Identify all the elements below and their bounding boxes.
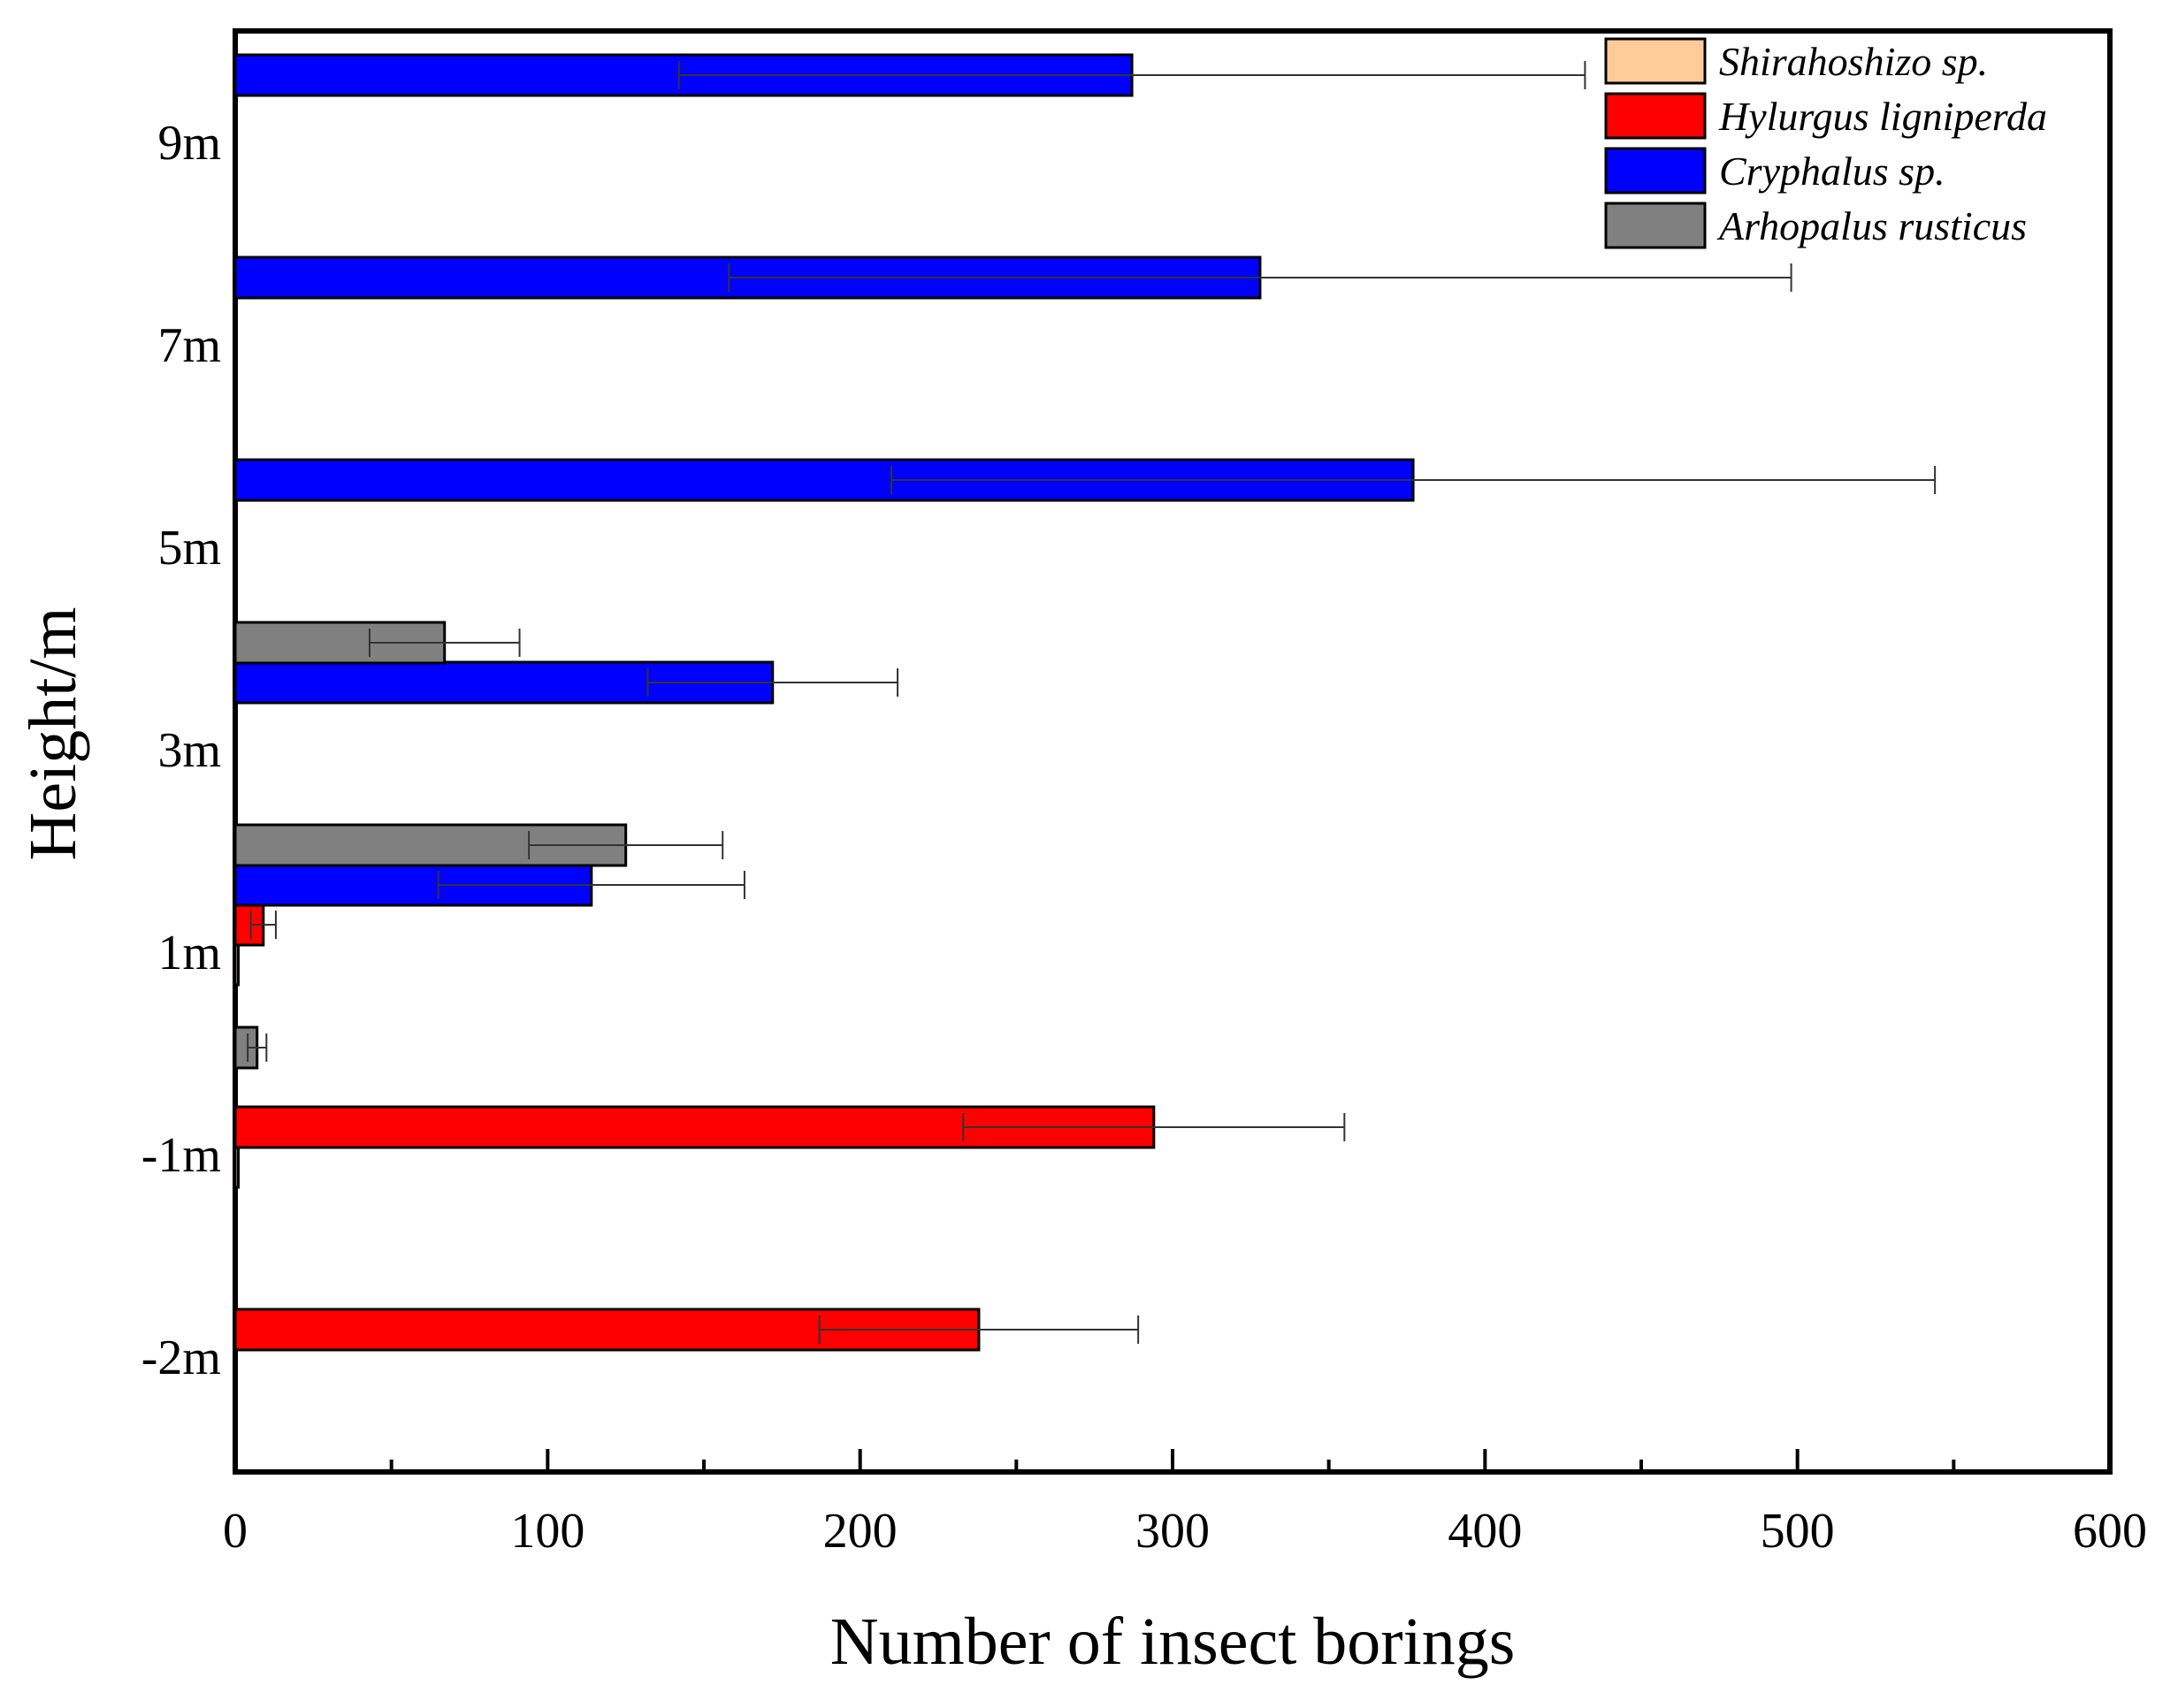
error-bar-5m-series-2 [890,466,1937,494]
legend-label-arhopalus: Arhopalus rusticus [1716,203,2027,248]
error-bar-3m-series-2 [646,668,899,697]
x-tick-label-400: 400 [1448,1504,1522,1559]
y-axis-title: Height/m [16,606,90,860]
error-bars-layer [247,61,1937,1344]
y-tick-label-9m: 9m [157,116,221,171]
y-tick-label-5m: 5m [157,521,221,576]
legend-label-shirahoshizo: Shirahoshizo sp. [1719,39,1988,84]
x-tick-label-100: 100 [510,1504,585,1559]
x-tick-label-300: 300 [1135,1504,1210,1559]
error-bar-7m-series-2 [728,263,1792,292]
x-tick-label-600: 600 [2073,1504,2147,1559]
legend-swatch-shirahoshizo [1604,37,1707,85]
error-bar-3m-series-3 [368,629,521,657]
bar--1m-series-0 [233,1145,241,1189]
error-bar--1m-series-1 [962,1113,1346,1141]
legend-label-cryphalus: Cryphalus sp. [1719,149,1945,194]
legend-swatch-arhopalus [1604,202,1707,249]
y-tick-label-3m: 3m [157,723,221,778]
y-axis-ticks: 9m 7m 5m 3m 1m -1m -2m [141,116,221,1385]
bar-1m-series-3 [233,823,628,867]
error-bar--1m-series-3 [247,1033,268,1062]
bars-layer [233,53,1415,1352]
error-bar-1m-series-1 [249,911,277,939]
legend-swatch-cryphalus [1604,147,1707,194]
x-axis-ticks: 0 100 200 300 400 500 600 [223,1449,2147,1559]
legend: Shirahoshizo sp. Hylurgus ligniperda Cry… [1604,37,2047,249]
error-bar--2m-series-1 [818,1315,1140,1344]
legend-swatch-hylurgus [1604,92,1707,140]
error-bar-9m-series-2 [677,61,1586,89]
y-tick-label--2m: -2m [141,1331,221,1385]
x-axis-title: Number of insect borings [830,1605,1516,1679]
error-bar-1m-series-2 [437,871,745,899]
legend-label-hylurgus: Hylurgus ligniperda [1718,94,2047,139]
error-bar-1m-series-3 [528,831,724,859]
y-tick-label--1m: -1m [141,1128,221,1183]
x-tick-label-500: 500 [1761,1504,1835,1559]
y-tick-label-7m: 7m [157,318,221,373]
bar-1m-series-0 [233,942,241,987]
x-tick-label-200: 200 [823,1504,898,1559]
x-tick-label-0: 0 [223,1504,248,1559]
y-tick-label-1m: 1m [157,926,221,980]
